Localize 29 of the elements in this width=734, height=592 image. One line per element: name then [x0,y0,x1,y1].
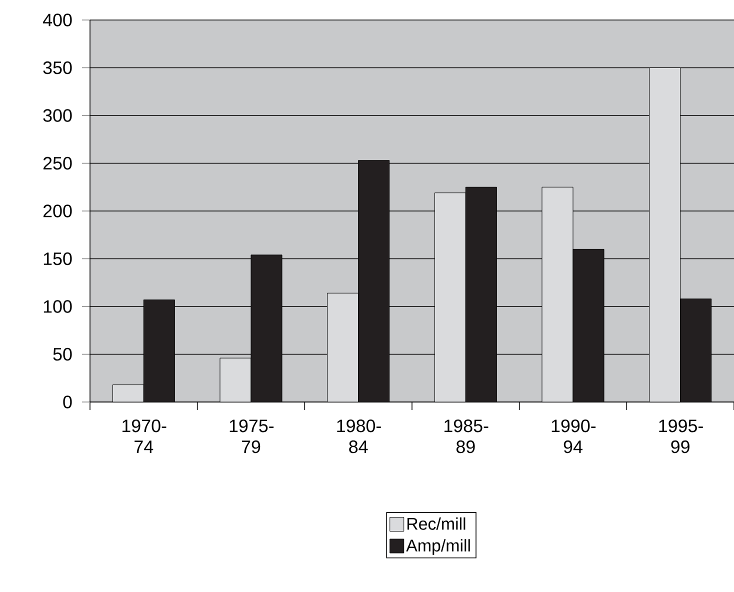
x-tick-label: 1980-84 [337,420,381,454]
y-tick-label: 150 [44,252,72,266]
legend-label: Rec/mill [407,517,466,530]
bar [434,192,466,402]
bar [465,186,497,402]
x-tick-label: 1970-74 [122,420,166,453]
bar [358,160,390,402]
y-tick-label: 350 [43,61,72,74]
bar [143,300,175,402]
y-tick-label: 0 [63,396,72,408]
bar [572,248,604,402]
bar [327,292,359,402]
y-tick-label: 250 [43,156,72,170]
x-tick-label: 1985-89 [444,420,488,454]
bar [250,254,282,402]
y-tick-label: 300 [43,109,72,122]
y-tick-label: 100 [44,300,72,313]
bar [220,358,252,402]
y-tick-label: 50 [53,348,72,361]
bar [649,68,681,402]
x-tick-label: 1990-94 [552,420,596,454]
x-tick-label: 1975-79 [230,420,274,454]
bar [112,384,144,402]
bar [542,186,574,402]
y-tick-label: 400 [42,14,72,26]
legend-label: Amp/mill [406,539,470,555]
bar [680,298,712,402]
x-tick-label: 1995-99 [659,420,703,454]
y-tick-label: 200 [43,204,72,218]
